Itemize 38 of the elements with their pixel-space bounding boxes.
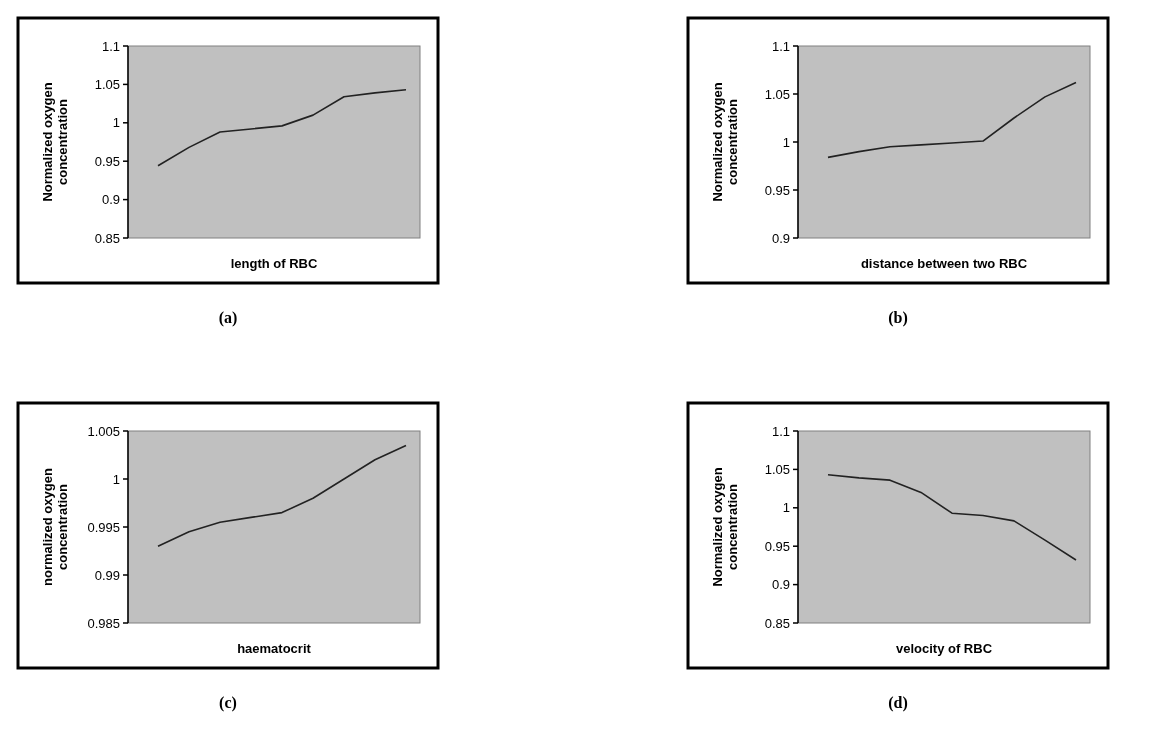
x-axis-title: length of RBC (230, 256, 318, 271)
y-tick-label: 1.1 (771, 38, 790, 54)
y-tick-label: 0.985 (87, 615, 120, 631)
y-tick-label: 0.95 (764, 182, 790, 198)
text: (a) (218, 309, 238, 327)
y-tick-label: 1.05 (764, 461, 790, 477)
x-axis-title: velocity of RBC (895, 641, 993, 656)
y-axis-title: Normalized oxygen concentration (710, 467, 741, 587)
y-tick-label: 0.99 (94, 567, 120, 583)
y-tick-label: 1.05 (764, 86, 790, 102)
text: (b) (888, 309, 908, 327)
line-series (827, 81, 1077, 159)
y-tick-label: 0.85 (764, 615, 790, 631)
line-series (827, 473, 1077, 561)
x-axis-title: haematocrit (237, 641, 312, 656)
y-tick-label: 1.1 (101, 38, 120, 54)
y-axis-title: Normalized oxygen concentration (40, 82, 71, 202)
y-tick-label: 0.85 (94, 230, 120, 246)
y-tick-label: 0.9 (771, 230, 790, 246)
y-tick-label: 0.9 (101, 192, 120, 208)
text: (d) (888, 694, 908, 712)
y-tick-label: 1 (112, 115, 120, 131)
y-tick-label: 1.05 (94, 76, 120, 92)
y-axis-title: normalized oxygen concentration (40, 468, 71, 586)
y-axis-title: Normalized oxygen concentration (710, 82, 741, 202)
y-tick-label: 1 (782, 134, 790, 150)
y-tick-label: 0.9 (771, 577, 790, 593)
y-tick-label: 1 (782, 500, 790, 516)
y-tick-label: 0.95 (764, 538, 790, 554)
y-tick-label: 0.95 (94, 153, 120, 169)
y-tick-label: 1.1 (771, 423, 790, 439)
y-tick-label: 1.005 (87, 423, 120, 439)
text: (c) (219, 694, 237, 712)
line-series (157, 444, 407, 547)
y-tick-label: 0.995 (87, 519, 120, 535)
y-tick-label: 1 (112, 471, 120, 487)
line-series (157, 88, 407, 167)
x-axis-title: distance between two RBC (860, 256, 1028, 271)
